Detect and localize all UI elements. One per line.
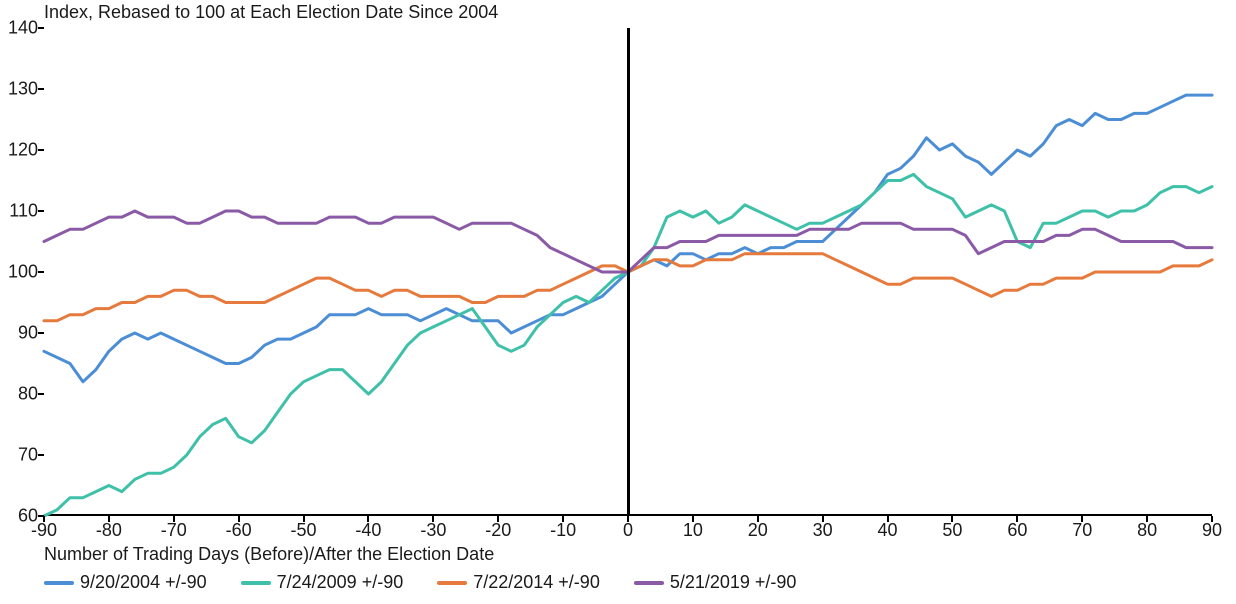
x-tick-label: -50 xyxy=(291,520,317,541)
y-tick-label: 70 xyxy=(4,445,38,466)
x-tick-mark xyxy=(303,516,305,522)
y-tick-label: 130 xyxy=(4,79,38,100)
x-tick-mark xyxy=(951,516,953,522)
y-tick-mark xyxy=(38,88,44,90)
legend-swatch xyxy=(241,581,271,585)
x-tick-mark xyxy=(497,516,499,522)
x-tick-mark xyxy=(1081,516,1083,522)
x-tick-mark xyxy=(627,516,629,522)
legend: 9/20/2004 +/-90 7/24/2009 +/-90 7/22/2014 … xyxy=(44,572,796,593)
x-tick-label: -30 xyxy=(420,520,446,541)
y-tick-mark xyxy=(38,27,44,29)
legend-item: 5/21/2019 +/-90 xyxy=(634,572,797,593)
chart-title: Index, Rebased to 100 at Each Election D… xyxy=(44,2,498,23)
y-tick-label: 100 xyxy=(4,262,38,283)
x-tick-label: -60 xyxy=(226,520,252,541)
y-tick-label: 110 xyxy=(4,201,38,222)
y-tick-mark xyxy=(38,393,44,395)
x-tick-mark xyxy=(367,516,369,522)
x-tick-mark xyxy=(562,516,564,522)
x-tick-label: -90 xyxy=(31,520,57,541)
x-tick-label: -20 xyxy=(485,520,511,541)
x-tick-mark xyxy=(757,516,759,522)
x-tick-label: -70 xyxy=(161,520,187,541)
x-tick-mark xyxy=(822,516,824,522)
x-tick-label: 50 xyxy=(942,520,962,541)
x-tick-mark xyxy=(108,516,110,522)
x-tick-mark xyxy=(173,516,175,522)
x-tick-mark xyxy=(43,516,45,522)
legend-swatch xyxy=(44,581,74,585)
x-tick-mark xyxy=(1146,516,1148,522)
x-tick-label: 10 xyxy=(683,520,703,541)
x-tick-label: 90 xyxy=(1202,520,1222,541)
legend-label: 5/21/2019 +/-90 xyxy=(670,572,797,593)
x-tick-label: -40 xyxy=(355,520,381,541)
x-tick-mark xyxy=(238,516,240,522)
x-tick-label: 70 xyxy=(1072,520,1092,541)
x-tick-label: 0 xyxy=(623,520,633,541)
legend-item: 7/24/2009 +/-90 xyxy=(241,572,404,593)
legend-swatch xyxy=(634,581,664,585)
legend-label: 7/22/2014 +/-90 xyxy=(473,572,600,593)
y-tick-label: 120 xyxy=(4,140,38,161)
y-tick-label: 80 xyxy=(4,384,38,405)
y-tick-label: 90 xyxy=(4,323,38,344)
x-tick-mark xyxy=(432,516,434,522)
x-tick-label: 40 xyxy=(878,520,898,541)
x-tick-mark xyxy=(1016,516,1018,522)
x-tick-label: -10 xyxy=(550,520,576,541)
legend-item: 7/22/2014 +/-90 xyxy=(437,572,600,593)
legend-label: 9/20/2004 +/-90 xyxy=(80,572,207,593)
legend-item: 9/20/2004 +/-90 xyxy=(44,572,207,593)
x-tick-label: -80 xyxy=(96,520,122,541)
y-tick-label: 140 xyxy=(4,18,38,39)
y-tick-mark xyxy=(38,149,44,151)
election-index-chart: Index, Rebased to 100 at Each Election D… xyxy=(0,0,1236,604)
x-tick-mark xyxy=(887,516,889,522)
y-tick-mark xyxy=(38,454,44,456)
y-tick-mark xyxy=(38,210,44,212)
y-tick-mark xyxy=(38,332,44,334)
zero-vertical-line xyxy=(627,28,630,516)
legend-label: 7/24/2009 +/-90 xyxy=(277,572,404,593)
x-tick-label: 20 xyxy=(748,520,768,541)
x-tick-label: 30 xyxy=(813,520,833,541)
x-tick-mark xyxy=(692,516,694,522)
x-tick-mark xyxy=(1211,516,1213,522)
y-tick-mark xyxy=(38,271,44,273)
x-axis-label: Number of Trading Days (Before)/After th… xyxy=(44,544,494,565)
x-tick-label: 60 xyxy=(1007,520,1027,541)
legend-swatch xyxy=(437,581,467,585)
x-tick-label: 80 xyxy=(1137,520,1157,541)
